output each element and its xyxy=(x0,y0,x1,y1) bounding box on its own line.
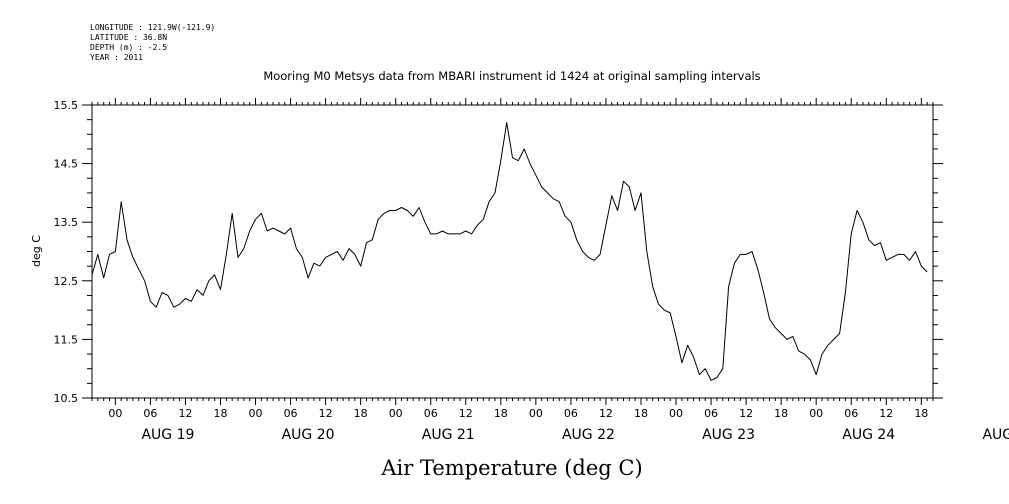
y-tick-label: 14.5 xyxy=(54,158,79,171)
x-hour-label: 12 xyxy=(178,407,192,420)
x-hour-label: 06 xyxy=(284,407,298,420)
y-tick-label: 12.5 xyxy=(54,275,79,288)
x-day-label: AUG 24 xyxy=(842,427,895,443)
x-day-label: AUG 25 xyxy=(982,427,1009,443)
x-hour-label: 00 xyxy=(389,407,403,420)
year-label: YEAR : 2011 xyxy=(90,53,143,62)
x-hour-label: 18 xyxy=(213,407,227,420)
plot-frame xyxy=(91,104,934,399)
x-hour-label: 18 xyxy=(774,407,788,420)
y-tick-label: 13.5 xyxy=(54,216,79,229)
depth-label: DEPTH (m) : -2.5 xyxy=(90,43,167,52)
header-info: LONGITUDE : 121.9W(-121.9) LATITUDE : 36… xyxy=(90,23,215,62)
x-hour-label: 18 xyxy=(914,407,928,420)
x-hour-label: 18 xyxy=(354,407,368,420)
series-line xyxy=(91,122,928,381)
chart-title: Mooring M0 Metsys data from MBARI instru… xyxy=(263,69,760,83)
x-hour-label: 06 xyxy=(424,407,438,420)
x-hour-label: 06 xyxy=(704,407,718,420)
x-day-label: AUG 20 xyxy=(282,427,335,443)
x-hour-label: 06 xyxy=(844,407,858,420)
x-axis: 00 06 12 18 00 06 12 18 00 06 12 18 00 06 12 18 00 06 12 18… xyxy=(91,98,1009,443)
x-hour-label: 18 xyxy=(494,407,508,420)
y-axis-title: deg C xyxy=(30,235,43,267)
x-hour-label: 06 xyxy=(143,407,157,420)
x-hour-label: 12 xyxy=(879,407,893,420)
x-hour-label: 00 xyxy=(249,407,263,420)
x-day-label: AUG 19 xyxy=(141,427,194,443)
y-tick-label: 15.5 xyxy=(54,99,79,112)
x-hour-label: 00 xyxy=(108,407,122,420)
x-hour-label: 12 xyxy=(739,407,753,420)
x-hour-label: 12 xyxy=(459,407,473,420)
y-axis: 10.5 11.5 12.5 13.5 14.5 15.5 xyxy=(54,99,943,405)
x-hour-label: 12 xyxy=(319,407,333,420)
x-hour-label: 00 xyxy=(809,407,823,420)
latitude-label: LATITUDE : 36.8N xyxy=(90,33,167,42)
y-tick-label: 11.5 xyxy=(54,333,79,346)
y-tick-label: 10.5 xyxy=(54,392,79,405)
x-day-label: AUG 23 xyxy=(702,427,755,443)
x-hour-label: 06 xyxy=(564,407,578,420)
x-hour-label: 00 xyxy=(529,407,543,420)
x-axis-title: Air Temperature (deg C) xyxy=(380,456,642,480)
x-hour-label: 12 xyxy=(599,407,613,420)
x-hour-label: 00 xyxy=(669,407,683,420)
x-hour-label: 18 xyxy=(634,407,648,420)
longitude-label: LONGITUDE : 121.9W(-121.9) xyxy=(90,23,215,32)
x-day-label: AUG 21 xyxy=(422,427,475,443)
series-layer xyxy=(91,122,928,381)
x-day-label: AUG 22 xyxy=(562,427,615,443)
